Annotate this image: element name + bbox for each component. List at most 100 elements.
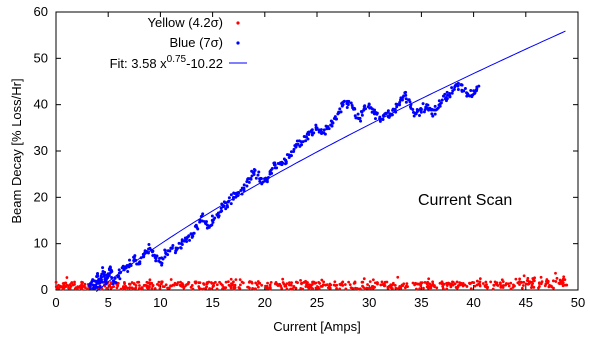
blue-point: [448, 91, 452, 95]
yellow-point: [280, 287, 284, 290]
yellow-point: [265, 287, 269, 290]
blue-point: [174, 249, 178, 253]
blue-point: [383, 112, 387, 116]
blue-point: [185, 239, 189, 243]
yellow-point: [115, 286, 119, 290]
yellow-point: [475, 283, 479, 287]
yellow-point: [521, 284, 525, 287]
yellow-point: [509, 287, 513, 291]
x-tick-label: 35: [414, 295, 428, 310]
yellow-point: [121, 286, 125, 289]
yellow-point: [163, 285, 166, 289]
blue-point: [393, 107, 397, 111]
blue-point: [108, 267, 112, 271]
axis-ticks: [55, 11, 579, 291]
blue-point: [435, 107, 439, 111]
blue-point: [100, 280, 104, 284]
blue-point: [94, 286, 98, 290]
blue-point: [242, 186, 246, 190]
yellow-point: [475, 279, 479, 283]
blue-point: [386, 109, 390, 113]
blue-point: [322, 128, 326, 132]
blue-series: [87, 81, 481, 290]
x-tick-label: 10: [153, 295, 167, 310]
blue-point: [101, 266, 105, 270]
yellow-point: [554, 280, 558, 283]
blue-point: [245, 184, 249, 188]
yellow-point: [164, 283, 168, 287]
blue-point: [294, 144, 298, 148]
yellow-point: [290, 281, 293, 285]
blue-point: [398, 101, 402, 105]
blue-point: [425, 103, 429, 107]
fit-line: [95, 30, 566, 293]
yellow-point: [191, 287, 195, 291]
yellow-point: [171, 283, 175, 287]
blue-point: [470, 93, 474, 97]
blue-point: [450, 91, 454, 95]
yellow-point: [70, 281, 74, 284]
x-tick-label: 50: [571, 295, 585, 310]
yellow-point: [514, 277, 518, 281]
yellow-point: [411, 281, 415, 285]
yellow-point: [465, 285, 469, 288]
y-tick-label: 30: [34, 143, 48, 158]
yellow-point: [232, 285, 236, 289]
blue-point: [179, 246, 183, 250]
y-tick-label: 10: [34, 236, 48, 251]
blue-point: [153, 253, 157, 257]
blue-point: [461, 89, 465, 93]
legend-fit-prefix: Fit: 3.58 x: [110, 56, 168, 71]
yellow-point: [288, 281, 291, 285]
x-tick-label: 0: [52, 295, 59, 310]
blue-point: [229, 193, 233, 197]
blue-point: [158, 260, 162, 264]
yellow-point: [208, 287, 211, 290]
yellow-point: [75, 287, 79, 291]
x-tick-label: 15: [205, 295, 219, 310]
yellow-point: [299, 287, 303, 290]
yellow-point: [478, 277, 482, 280]
yellow-point: [157, 280, 161, 284]
yellow-point: [486, 285, 489, 289]
yellow-point: [266, 281, 269, 285]
yellow-point: [148, 278, 152, 282]
blue-point: [245, 180, 249, 184]
yellow-point: [250, 281, 254, 285]
blue-point: [433, 104, 437, 108]
blue-point: [105, 276, 109, 280]
yellow-point: [441, 282, 445, 286]
yellow-point: [264, 284, 268, 288]
blue-point: [99, 274, 103, 278]
legend-label-blue: Blue (7σ): [169, 35, 223, 50]
yellow-point: [175, 283, 179, 286]
yellow-point: [256, 280, 260, 283]
blue-point: [445, 90, 449, 94]
yellow-point: [215, 287, 219, 291]
blue-point: [166, 253, 170, 257]
yellow-point: [441, 285, 445, 288]
yellow-point: [123, 281, 126, 284]
blue-point: [363, 104, 367, 108]
blue-point: [284, 158, 288, 162]
blue-point: [169, 246, 173, 250]
blue-point: [360, 113, 364, 117]
blue-point: [257, 170, 261, 174]
yellow-point: [73, 280, 76, 284]
yellow-point: [426, 280, 430, 284]
blue-point: [404, 90, 408, 94]
yellow-point: [169, 278, 173, 281]
blue-point: [177, 241, 181, 245]
yellow-point: [137, 280, 141, 284]
yellow-point: [353, 281, 357, 285]
blue-point: [108, 265, 112, 269]
blue-point: [179, 242, 183, 246]
blue-point: [101, 269, 105, 273]
blue-point: [323, 132, 327, 136]
blue-point: [147, 242, 151, 246]
yellow-point: [132, 282, 136, 285]
yellow-point: [226, 280, 230, 283]
blue-point: [320, 130, 324, 134]
blue-point: [237, 191, 241, 195]
yellow-point: [478, 280, 482, 284]
